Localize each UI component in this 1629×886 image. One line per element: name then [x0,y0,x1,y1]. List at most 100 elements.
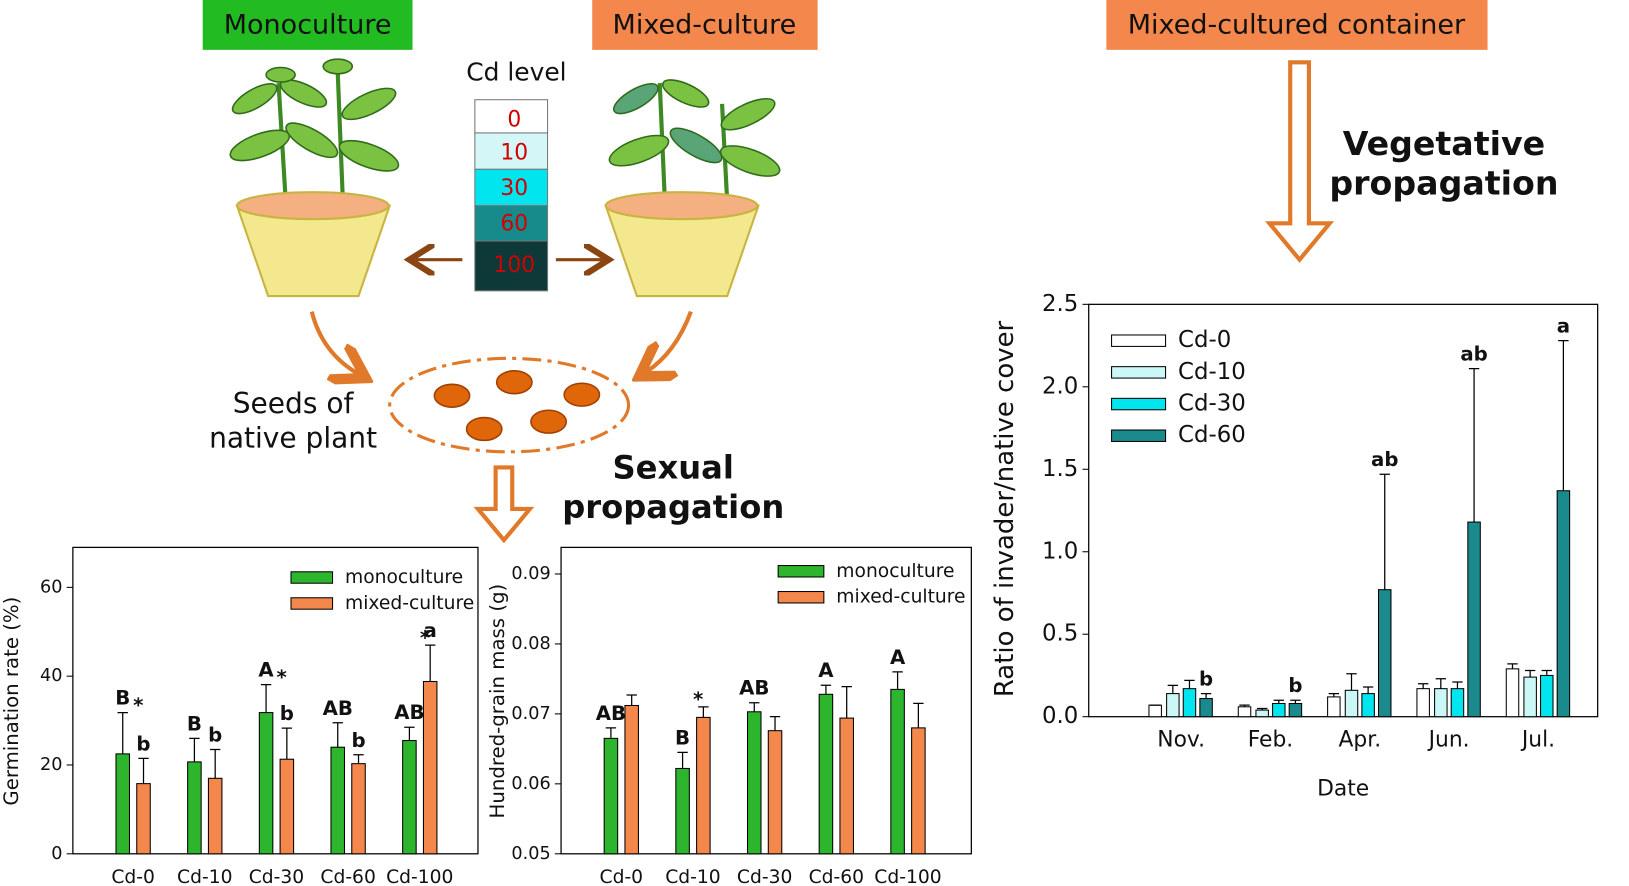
mono-box [202,0,413,50]
bar [1148,704,1162,718]
arrow [309,311,359,374]
mixed-box-label: Mixed-culture [613,9,797,40]
seed-dish [388,356,631,454]
bar [1505,668,1520,718]
significance-star: * [420,626,430,649]
error-bar [1524,669,1536,678]
bar [1344,689,1359,718]
significance-star: * [133,694,143,717]
bar [818,693,834,855]
error-bar [281,727,293,760]
y-tick-label: 60 [40,577,62,597]
error-bar [698,706,709,718]
bar [1182,688,1197,718]
bar [1450,688,1465,718]
bar [330,746,346,855]
error-bar [1435,678,1447,689]
hollow-arrow [473,465,535,544]
legend-label: Cd-30 [1178,391,1246,417]
y-tick-label: 0.06 [511,774,550,794]
legend-swatch [1111,397,1167,411]
y-tick-label: 1.5 [1042,456,1078,482]
bar [675,767,690,855]
x-tick-label: Jul. [1520,728,1555,753]
bar [1327,696,1341,718]
seeds-label: Seeds of [233,387,355,420]
bar [1467,521,1481,718]
significance-letter: B [675,726,690,749]
legend-label: monoculture [836,561,954,582]
bar [1523,676,1537,718]
x-tick-label: Cd-100 [386,867,453,886]
bar [746,711,762,855]
error-bar [749,702,760,712]
significance-letter: B [187,712,202,735]
bar [207,777,223,855]
x-axis-label: Date [1317,776,1369,801]
error-bar [913,702,924,728]
error-bar [1346,673,1357,691]
mixed-box [592,0,818,50]
bar [767,730,783,855]
bar [696,716,711,855]
bar [890,688,905,855]
error-bar [1558,339,1569,491]
sexual-label: Sexual [613,448,734,486]
x-tick-label: Apr. [1338,728,1381,753]
bar [402,740,417,855]
error-bar [1256,707,1268,711]
hollow-arrow [1265,60,1335,263]
legend-swatch [1111,334,1167,347]
bar [1237,706,1252,718]
x-tick-label: Jun. [1427,728,1470,753]
x-tick-label: Feb. [1248,728,1294,753]
significance-letter: B [115,687,130,710]
bar [136,783,151,855]
significance-letter: a [424,619,437,642]
error-bar [1328,692,1340,697]
error-bar [424,644,436,682]
bar [1416,688,1430,718]
error-bar [332,722,343,748]
error-bar [1468,368,1480,523]
y-tick-label: 40 [40,666,62,686]
error-bar [138,757,149,784]
legend-swatch [777,565,825,578]
y-tick-label: 0.5 [1042,621,1078,647]
y-tick-label: 0 [51,844,62,864]
bar [1556,490,1571,718]
bar [1377,589,1392,718]
mono-box-label: Monoculture [224,9,392,40]
bar [1361,693,1375,718]
bar [351,763,366,855]
error-bar [769,716,781,731]
error-bar [353,754,364,764]
cd-level: 100 [494,253,536,278]
error-bar [1417,683,1429,689]
seeds [433,370,601,442]
cd-level: 60 [500,211,528,236]
legend-label: monoculture [345,567,463,588]
significance-letter: b [1288,674,1302,697]
x-tick-label: Cd-0 [111,867,155,886]
vegetative-label: Vegetative [1343,124,1545,163]
significance-letter: b [136,732,150,755]
legend-label: Cd-10 [1178,359,1246,385]
bar [115,753,131,855]
bar [1272,702,1286,718]
significance-letter: AB [739,677,769,700]
cd-column [474,99,549,292]
y-tick-label: 0.08 [511,634,550,654]
cd-level: 10 [500,141,528,166]
bar [187,761,202,855]
x-tick-label: Cd-60 [320,867,375,886]
plot-frame [560,546,972,855]
bar [422,680,438,855]
legend-swatch [1111,366,1167,379]
error-bar [260,683,272,713]
error-bar [404,726,415,741]
arrow [646,310,693,372]
bar [911,727,926,855]
legend-swatch [290,571,334,584]
